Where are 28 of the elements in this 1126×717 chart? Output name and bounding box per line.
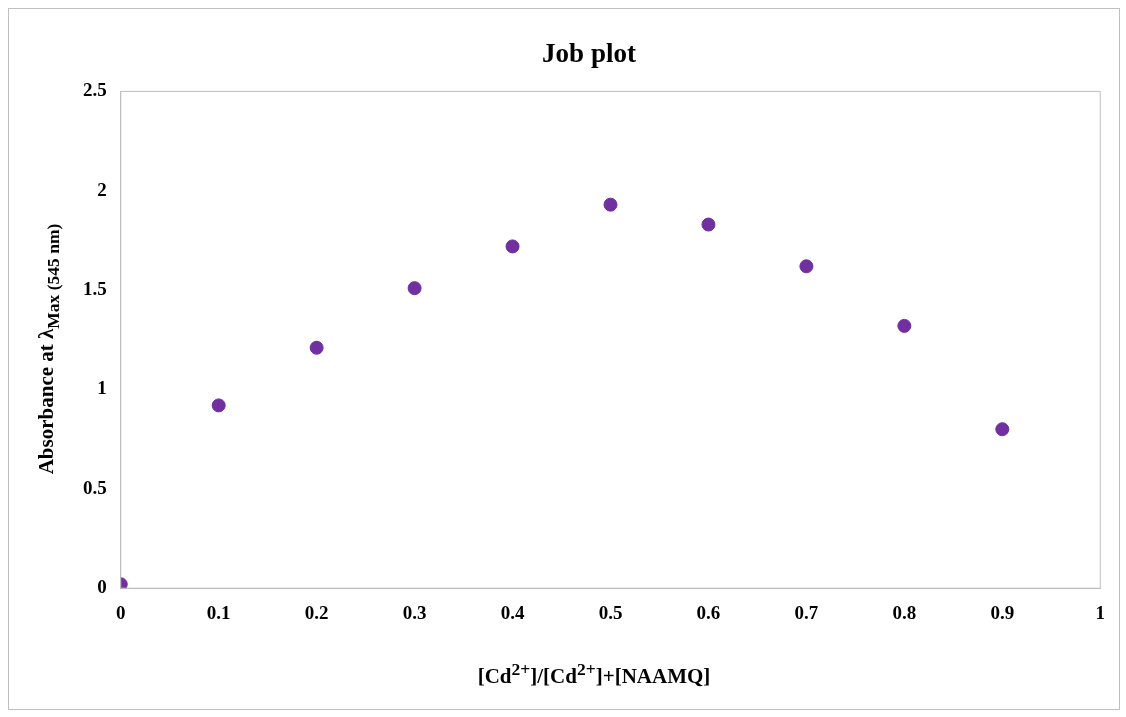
x-tick-label: 0.7 bbox=[794, 601, 819, 623]
x-tick-label: 0.5 bbox=[598, 601, 623, 623]
x-tick-label: 0.4 bbox=[500, 601, 525, 623]
x-tick-label: 0 bbox=[116, 601, 126, 623]
chart-title: Job plot bbox=[542, 38, 636, 69]
x-tick-label: 0.3 bbox=[402, 601, 427, 623]
y-tick-label: 1 bbox=[97, 377, 107, 399]
x-tick-label: 0.9 bbox=[990, 601, 1015, 623]
point bbox=[799, 259, 814, 274]
point bbox=[603, 197, 618, 212]
y-tick-label: 2.5 bbox=[83, 79, 107, 101]
y-tick-label: 0.5 bbox=[83, 476, 107, 498]
y-tick-label: 1.5 bbox=[83, 278, 107, 300]
x-tick-label: 1 bbox=[1095, 601, 1105, 623]
y-tick-label: 0 bbox=[97, 576, 107, 598]
y-tick-label: 2 bbox=[97, 178, 107, 200]
x-tick-label: 0.2 bbox=[304, 601, 329, 623]
x-tick-label: 0.8 bbox=[892, 601, 917, 623]
x-tick-label: 0.6 bbox=[696, 601, 721, 623]
point bbox=[897, 318, 912, 333]
point bbox=[309, 340, 324, 355]
point bbox=[995, 422, 1010, 437]
point bbox=[701, 217, 716, 232]
point bbox=[211, 398, 226, 413]
point bbox=[505, 239, 520, 254]
x-tick-label: 0.1 bbox=[206, 601, 231, 623]
point bbox=[407, 281, 422, 296]
x-axis-title: [Cd$^{2+}$]/[Cd$^{2+}$]+[NAAMQ] bbox=[476, 659, 712, 689]
